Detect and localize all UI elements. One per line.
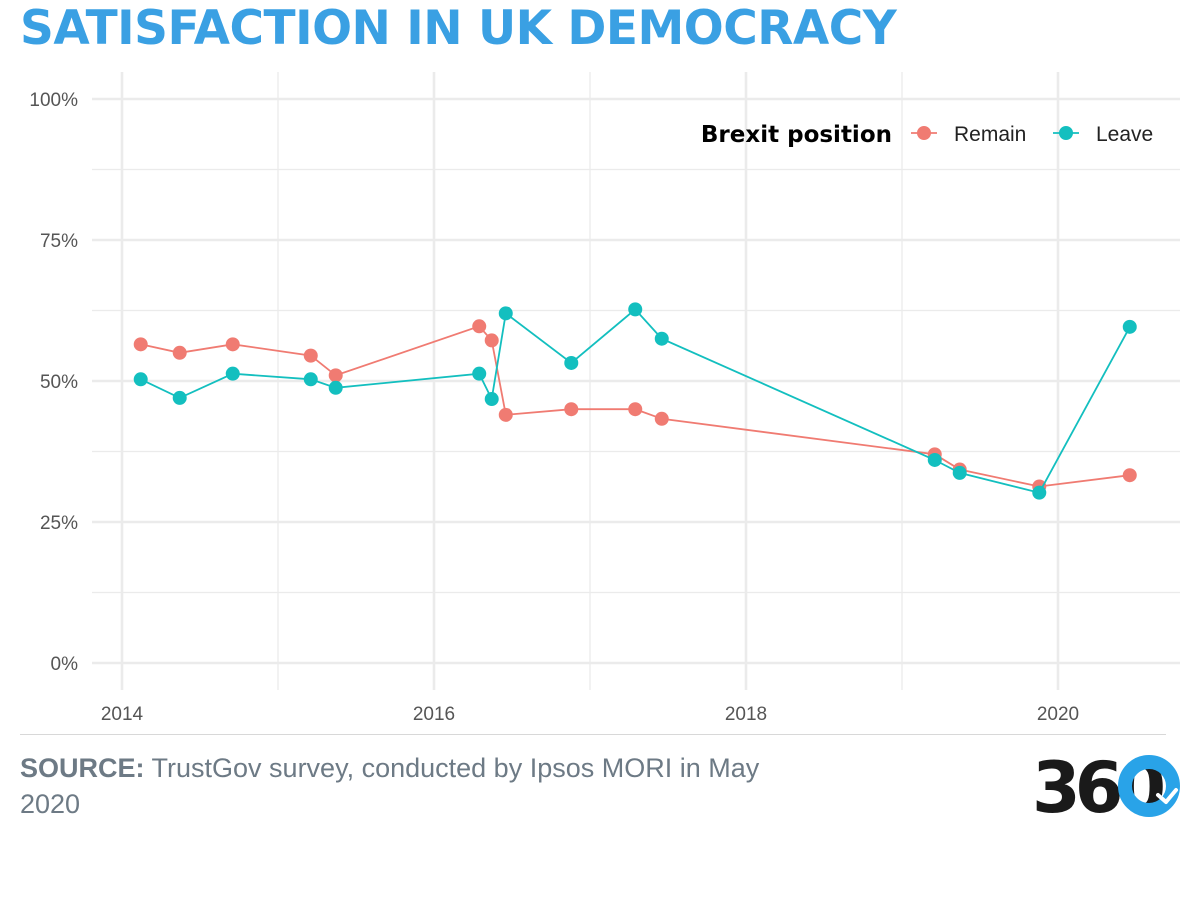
source-note: SOURCE: TrustGov survey, conducted by Ip… [20, 750, 800, 822]
data-point-leave [952, 465, 967, 480]
logo-check-icon [1156, 788, 1178, 804]
x-axis-ticks: 2014 2016 2018 2020 [101, 704, 1079, 725]
x-tick-label: 2014 [101, 704, 144, 725]
legend-key-point [1059, 126, 1073, 140]
data-point-leave [1122, 319, 1137, 334]
data-point-leave [927, 452, 942, 467]
data-point-leave [172, 390, 187, 405]
data-point-leave [1032, 485, 1047, 500]
chart-title: SATISFACTION IN UK DEMOCRACY [20, 1, 897, 56]
series-line-leave [140, 308, 1131, 494]
data-point-remain [472, 319, 487, 334]
data-point-leave [328, 380, 343, 395]
data-point-leave [564, 355, 579, 370]
data-point-remain [225, 337, 240, 352]
data-point-remain [498, 407, 513, 422]
legend-key-point [917, 126, 931, 140]
data-point-remain [1122, 468, 1137, 483]
legend-label-remain: Remain [954, 123, 1026, 146]
legend-title: Brexit position [701, 122, 892, 148]
data-point-remain [172, 345, 187, 360]
x-tick-label: 2018 [725, 704, 767, 725]
footer-divider [20, 734, 1166, 735]
legend-label-leave: Leave [1096, 123, 1153, 146]
data-point-leave [225, 366, 240, 381]
y-tick-label: 25% [40, 513, 78, 534]
series-layer [133, 302, 1137, 500]
y-tick-label: 50% [40, 372, 78, 393]
data-point-leave [472, 366, 487, 381]
data-point-leave [484, 392, 499, 407]
data-point-leave [498, 306, 513, 321]
data-point-remain [564, 402, 579, 417]
x-tick-label: 2016 [413, 704, 455, 725]
legend-item-leave: Leave [1053, 123, 1153, 146]
data-point-leave [654, 331, 669, 346]
legend: Brexit position Remain Leave [701, 122, 1153, 148]
line-chart: 0% 25% 50% 75% 100% 2014 2016 2018 2020 Brexit … [29, 72, 1180, 725]
y-tick-label: 0% [51, 654, 79, 675]
data-point-remain [133, 337, 148, 352]
y-axis-ticks: 0% 25% 50% 75% 100% [29, 90, 78, 675]
data-point-remain [484, 333, 499, 348]
source-text: TrustGov survey, conducted by Ipsos MORI… [20, 753, 760, 819]
data-point-remain [628, 402, 643, 417]
major-gridlines [92, 72, 1180, 690]
y-tick-label: 75% [40, 231, 78, 252]
source-label: SOURCE: [20, 753, 145, 783]
data-point-leave [303, 372, 318, 387]
x-tick-label: 2020 [1037, 704, 1079, 725]
data-point-remain [303, 348, 318, 363]
logo-ring [1118, 755, 1180, 817]
data-point-leave [133, 372, 148, 387]
y-tick-label: 100% [29, 90, 78, 111]
data-point-remain [654, 411, 669, 426]
data-point-remain [328, 368, 343, 383]
data-point-leave [628, 302, 643, 317]
360-logo: 360 [1032, 752, 1180, 818]
legend-item-remain: Remain [911, 123, 1026, 146]
legend-items: Remain Leave [911, 123, 1153, 146]
